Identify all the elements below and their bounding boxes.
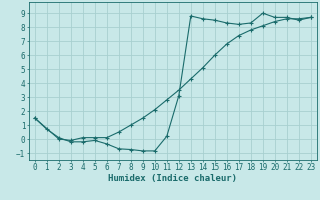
- X-axis label: Humidex (Indice chaleur): Humidex (Indice chaleur): [108, 174, 237, 183]
